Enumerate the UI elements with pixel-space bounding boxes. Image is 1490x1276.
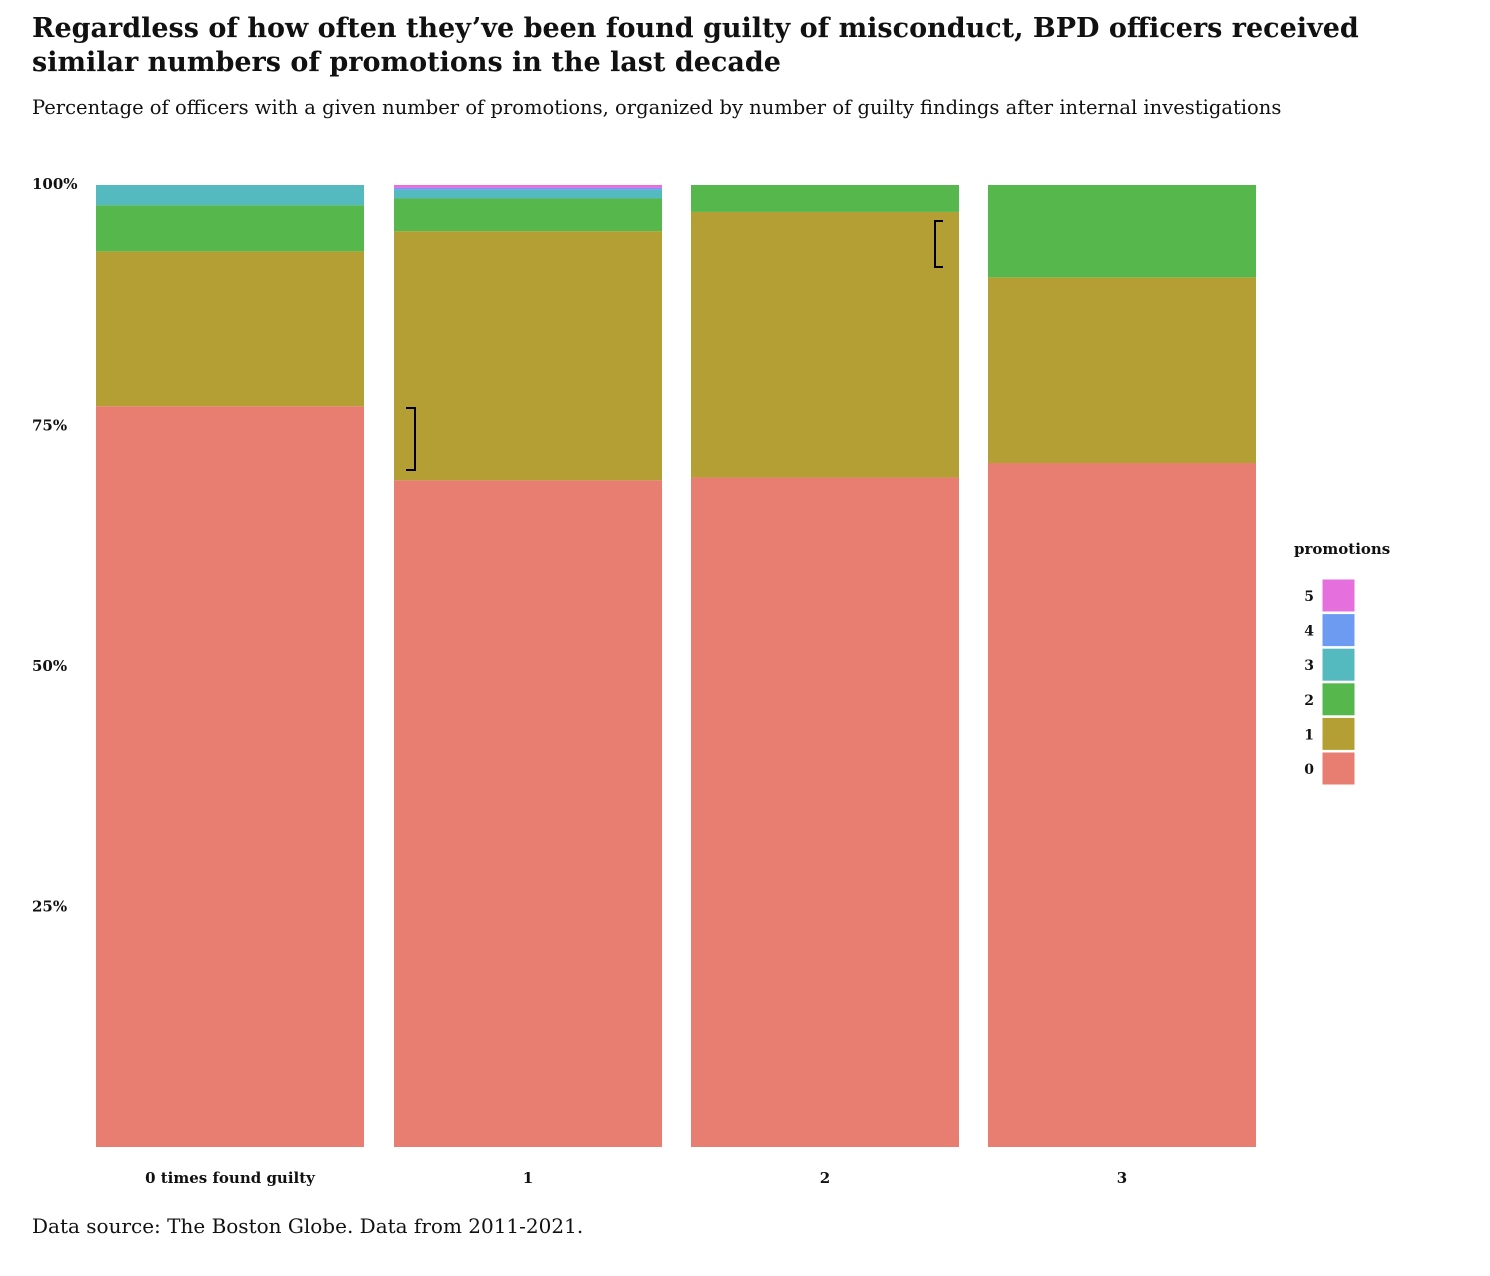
legend: promotions 5 4 3 2 1 0 xyxy=(1294,540,1390,786)
legend-swatch xyxy=(1321,647,1356,682)
legend-title: promotions xyxy=(1294,540,1390,558)
chart-caption: Data source: The Boston Globe. Data from… xyxy=(32,1214,584,1238)
legend-label: 0 xyxy=(1304,762,1314,778)
legend-swatch xyxy=(1321,613,1356,648)
legend-label: 5 xyxy=(1304,589,1314,605)
bar-segment-3-promotions xyxy=(96,185,364,206)
x-axis-labels: 0 times found guilty 1 2 3 xyxy=(145,1169,1127,1187)
bar-segment-1-promotions xyxy=(394,231,662,481)
y-tick-label: 25% xyxy=(32,898,67,916)
bar-segment-2-promotions xyxy=(394,198,662,232)
legend-swatch xyxy=(1321,751,1356,786)
bar-segment-1-promotions xyxy=(96,251,364,407)
y-tick-label: 75% xyxy=(32,417,67,435)
bar-segment-2-promotions xyxy=(691,185,959,212)
chart-subtitle: Percentage of officers with a given numb… xyxy=(32,96,1282,119)
legend-swatch xyxy=(1321,578,1356,613)
bar-segment-0-promotions xyxy=(691,477,959,1147)
legend-swatch xyxy=(1321,716,1356,751)
y-tick-label: 50% xyxy=(32,657,67,675)
legend-swatch xyxy=(1321,682,1356,717)
legend-label: 1 xyxy=(1304,727,1314,743)
legend-label: 3 xyxy=(1304,658,1314,674)
legend-label: 2 xyxy=(1304,693,1314,709)
x-category-label: 0 times found guilty xyxy=(145,1169,316,1187)
x-category-label: 3 xyxy=(1117,1169,1127,1187)
bar-segment-4-promotions xyxy=(394,187,662,190)
bar-segment-1-promotions xyxy=(988,277,1256,464)
x-category-label: 2 xyxy=(820,1169,830,1187)
y-tick-label: 100% xyxy=(32,175,78,193)
chart-title: Regardless of how often they’ve been fou… xyxy=(32,13,1359,78)
bar-segment-0-promotions xyxy=(96,406,364,1147)
legend-label: 4 xyxy=(1304,624,1314,640)
bar-segment-5-promotions xyxy=(394,185,662,188)
bar-segment-2-promotions xyxy=(96,205,364,252)
interval-brackets xyxy=(406,220,943,471)
bar-segment-0-promotions xyxy=(988,463,1256,1147)
bar-segment-2-promotions xyxy=(988,185,1256,278)
y-axis-ticks: 25% 50% 75% 100% xyxy=(32,175,78,916)
bar-segment-3-promotions xyxy=(394,189,662,199)
interval-bracket-2 xyxy=(934,220,943,268)
bar-segment-0-promotions xyxy=(394,480,662,1148)
x-category-label: 1 xyxy=(523,1169,533,1187)
bar-segment-1-promotions xyxy=(691,211,959,478)
interval-bracket-1 xyxy=(406,407,416,471)
bars xyxy=(96,185,1256,1148)
